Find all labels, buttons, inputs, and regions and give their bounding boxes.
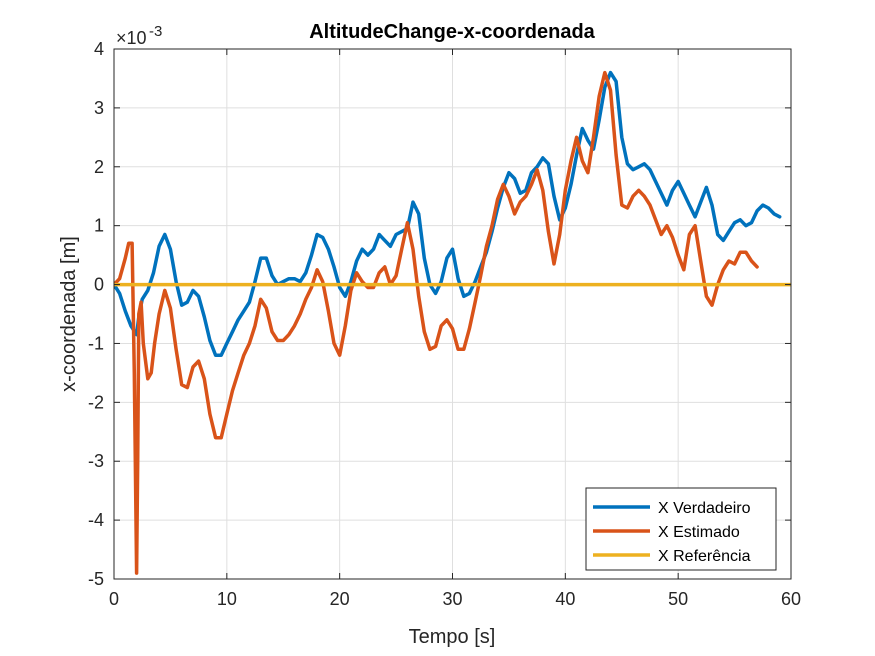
y-tick-label: 0: [94, 275, 104, 295]
x-tick-label: 10: [217, 589, 237, 609]
y-exponent-base: ×10: [116, 28, 147, 48]
legend-label-x-verdadeiro: X Verdadeiro: [658, 500, 751, 517]
legend-label-x-estimado: X Estimado: [658, 524, 740, 541]
y-tick-label: -4: [88, 510, 104, 530]
y-tick-label: -2: [88, 392, 104, 412]
y-tick-label: -1: [88, 333, 104, 353]
x-tick-label: 20: [330, 589, 350, 609]
y-tick-label: 1: [94, 216, 104, 236]
x-tick-label: 30: [442, 589, 462, 609]
y-axis-exponent: ×10 -3: [116, 23, 162, 48]
y-axis-label: x-coordenada [m]: [58, 236, 80, 392]
y-tick-label: 4: [94, 39, 104, 59]
x-tick-label: 0: [109, 589, 119, 609]
axis-ticks: 0 10 20 30 40 50 60 -5 -4 -3 -2 -1 0 1 2 3 4: [88, 39, 801, 609]
legend-label-x-referencia: X Referência: [658, 548, 751, 565]
x-axis-label: Tempo [s]: [409, 626, 496, 648]
series-line-x-verdadeiro: [114, 70, 782, 357]
chart-title: AltitudeChange-x-coordenada: [309, 21, 595, 43]
x-tick-label: 60: [781, 589, 801, 609]
y-tick-label: -3: [88, 451, 104, 471]
y-tick-label: 2: [94, 157, 104, 177]
x-tick-label: 40: [555, 589, 575, 609]
y-tick-label: 3: [94, 98, 104, 118]
y-tick-label: -5: [88, 569, 104, 589]
series-layer: [114, 70, 791, 575]
series-line-x-estimado: [114, 70, 759, 575]
x-tick-label: 50: [668, 589, 688, 609]
y-exponent-power: -3: [149, 23, 162, 40]
legend: X Verdadeiro X Estimado X Referência: [585, 487, 777, 571]
